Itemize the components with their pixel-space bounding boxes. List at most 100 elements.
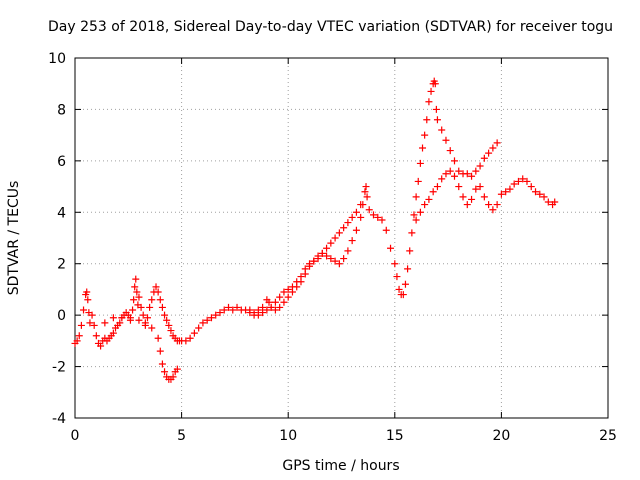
data-point xyxy=(485,201,493,209)
data-point xyxy=(135,316,143,324)
data-point xyxy=(331,257,339,265)
data-point xyxy=(393,273,401,281)
y-tick-label: 8 xyxy=(57,102,66,118)
data-point xyxy=(399,291,407,299)
data-point xyxy=(536,190,544,198)
data-point xyxy=(365,206,373,214)
data-point xyxy=(432,105,440,113)
data-point xyxy=(489,144,497,152)
data-point xyxy=(186,334,194,342)
x-tick-label: 10 xyxy=(279,428,297,444)
data-point xyxy=(519,175,527,183)
data-point xyxy=(425,195,433,203)
data-point xyxy=(348,237,356,245)
data-point xyxy=(101,319,109,327)
data-point xyxy=(284,293,292,301)
data-point xyxy=(455,183,463,191)
data-point xyxy=(88,311,96,319)
data-point xyxy=(129,306,137,314)
data-point xyxy=(246,309,254,317)
data-point xyxy=(468,172,476,180)
data-point xyxy=(540,193,548,201)
plot-frame xyxy=(74,57,609,419)
data-point xyxy=(480,193,488,201)
data-point xyxy=(297,278,305,286)
data-point xyxy=(203,316,211,324)
data-point xyxy=(158,360,166,368)
data-point xyxy=(146,303,154,311)
data-point xyxy=(165,321,173,329)
data-point xyxy=(374,213,382,221)
data-point xyxy=(139,311,147,319)
data-point xyxy=(212,311,220,319)
data-point xyxy=(152,283,160,291)
data-point xyxy=(476,162,484,170)
data-point xyxy=(80,306,88,314)
data-point xyxy=(90,321,98,329)
data-point xyxy=(318,249,326,257)
data-point xyxy=(438,126,446,134)
data-point xyxy=(130,296,138,304)
data-point xyxy=(527,183,535,191)
data-point xyxy=(412,193,420,201)
data-point xyxy=(216,309,224,317)
data-point xyxy=(190,329,198,337)
data-point xyxy=(378,216,386,224)
data-point xyxy=(314,255,322,263)
data-point xyxy=(502,188,510,196)
data-point xyxy=(352,226,360,234)
data-point xyxy=(293,283,301,291)
data-point xyxy=(207,314,215,322)
data-point xyxy=(77,321,85,329)
data-point xyxy=(323,252,331,260)
data-point xyxy=(254,311,262,319)
x-tick-label: 20 xyxy=(492,428,510,444)
data-point xyxy=(442,170,450,178)
data-point xyxy=(423,116,431,124)
data-point xyxy=(429,188,437,196)
data-point xyxy=(118,314,126,322)
data-point xyxy=(84,296,92,304)
y-tick-label: -4 xyxy=(52,411,66,427)
data-point xyxy=(83,288,91,296)
x-tick-label: 0 xyxy=(71,428,80,444)
data-point xyxy=(414,177,422,185)
data-point xyxy=(412,216,420,224)
x-axis-label: GPS time / hours xyxy=(282,458,399,474)
data-point xyxy=(493,201,501,209)
data-point xyxy=(327,239,335,247)
data-point xyxy=(544,198,552,206)
data-point xyxy=(489,206,497,214)
data-point xyxy=(348,213,356,221)
data-point xyxy=(459,193,467,201)
data-point xyxy=(362,183,370,191)
data-point xyxy=(463,201,471,209)
data-point xyxy=(143,314,151,322)
data-point xyxy=(86,319,94,327)
data-point xyxy=(340,255,348,263)
data-point xyxy=(419,144,427,152)
data-point xyxy=(335,260,343,268)
data-point xyxy=(156,296,164,304)
data-point xyxy=(425,98,433,106)
data-point xyxy=(421,131,429,139)
data-point xyxy=(352,208,360,216)
chart-title: Day 253 of 2018, Sidereal Day-to-day VTE… xyxy=(48,19,613,35)
data-point xyxy=(406,247,414,255)
y-tick-label: 0 xyxy=(57,308,66,324)
data-point xyxy=(276,303,284,311)
data-point xyxy=(148,296,156,304)
data-point xyxy=(438,175,446,183)
data-point xyxy=(463,170,471,178)
data-point xyxy=(133,288,141,296)
data-point xyxy=(382,226,390,234)
data-point xyxy=(485,149,493,157)
data-point xyxy=(344,247,352,255)
data-point xyxy=(450,172,458,180)
data-point xyxy=(416,208,424,216)
data-point xyxy=(154,334,162,342)
data-point xyxy=(132,275,140,283)
data-point xyxy=(131,283,139,291)
data-point xyxy=(427,87,435,95)
